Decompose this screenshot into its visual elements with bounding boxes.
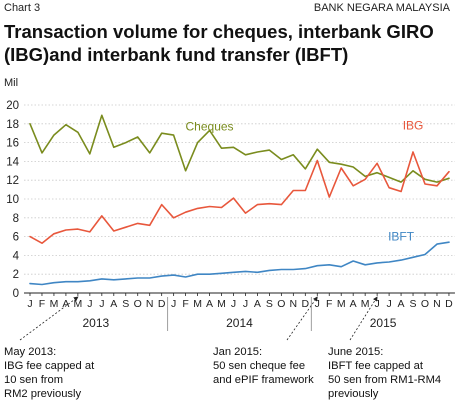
x-tick-label: J: [171, 298, 176, 310]
y-tick-label: 14: [6, 156, 19, 168]
annotation-arrows: [19, 296, 378, 341]
x-tick-label: A: [62, 298, 69, 310]
x-tick-label: J: [99, 298, 104, 310]
x-tick-label: J: [27, 298, 32, 310]
x-tick-label: J: [243, 298, 248, 310]
y-tick-label: 16: [6, 138, 19, 150]
x-tick-label: D: [302, 298, 310, 310]
x-tick-label: F: [182, 298, 188, 310]
series-line-cheques: [29, 114, 450, 183]
annotation-arrow: [286, 296, 318, 341]
gridlines: [24, 104, 455, 275]
x-tick-label: A: [206, 298, 213, 310]
y-tick-label: 2: [13, 269, 19, 281]
x-tick-label: N: [433, 298, 441, 310]
x-tick-label: S: [266, 298, 273, 310]
x-tick-label: A: [110, 298, 117, 310]
x-tick-label: M: [217, 298, 226, 310]
annotation-arrow: [349, 296, 378, 341]
series-label-ibg: IBG: [403, 118, 424, 132]
y-tick-label: 20: [6, 100, 19, 112]
x-tick-label: M: [361, 298, 370, 310]
x-tick-label: A: [398, 298, 405, 310]
source-label: BANK NEGARA MALAYSIA: [313, 2, 450, 14]
x-tick-label: J: [87, 298, 92, 310]
chart-number-label: Chart 3: [4, 2, 41, 14]
x-tick-label: M: [193, 298, 202, 310]
x-tick-label: D: [158, 298, 166, 310]
x-tick-label: J: [231, 298, 236, 310]
year-label: 2015: [370, 316, 397, 330]
x-tick-label: A: [254, 298, 261, 310]
x-tick-label: O: [134, 298, 142, 310]
y-tick-label: 12: [6, 175, 19, 187]
y-axis-unit-label: Mil: [4, 77, 19, 89]
y-tick-label: 6: [13, 232, 19, 244]
x-tick-label: A: [350, 298, 357, 310]
x-tick-label: O: [277, 298, 285, 310]
series-line-ibft: [29, 241, 450, 286]
x-tick-label: F: [326, 298, 332, 310]
year-label: 2014: [226, 316, 253, 330]
y-tick-label: 0: [13, 288, 19, 300]
x-tick-label: N: [290, 298, 298, 310]
y-tick-label: 4: [13, 250, 20, 262]
y-tick-label: 18: [6, 119, 19, 131]
y-tick-label: 8: [13, 213, 19, 225]
x-tick-label: M: [337, 298, 346, 310]
series-line-ibg: [29, 151, 450, 244]
y-tick-label: 10: [6, 194, 19, 206]
x-tick-label: S: [410, 298, 417, 310]
chart-title: Transaction volume for cheques, interban…: [4, 21, 434, 65]
x-tick-label: O: [421, 298, 429, 310]
series-label-cheques: Cheques: [186, 119, 234, 133]
x-tick-label: J: [375, 298, 380, 310]
x-tick-label: M: [50, 298, 59, 310]
x-tick-label: N: [146, 298, 154, 310]
annotation-note: June 2015: IBFT fee capped at 50 sen fro…: [328, 346, 442, 400]
year-label: 2013: [82, 316, 109, 330]
x-tick-label: M: [74, 298, 83, 310]
x-tick-label: J: [315, 298, 320, 310]
annotation-arrow: [19, 296, 79, 341]
annotation-note: Jan 2015: 50 sen cheque fee and ePIF fra…: [213, 346, 314, 386]
x-tick-label: J: [386, 298, 391, 310]
annotation-note: May 2013: IBG fee capped at 10 sen from …: [4, 346, 95, 400]
x-tick-label: S: [122, 298, 129, 310]
x-tick-label: D: [445, 298, 453, 310]
series-lines: [29, 114, 450, 286]
series-labels: Cheques IBG IBFT: [186, 118, 424, 243]
series-label-ibft: IBFT: [388, 229, 415, 243]
x-tick-label: F: [39, 298, 45, 310]
